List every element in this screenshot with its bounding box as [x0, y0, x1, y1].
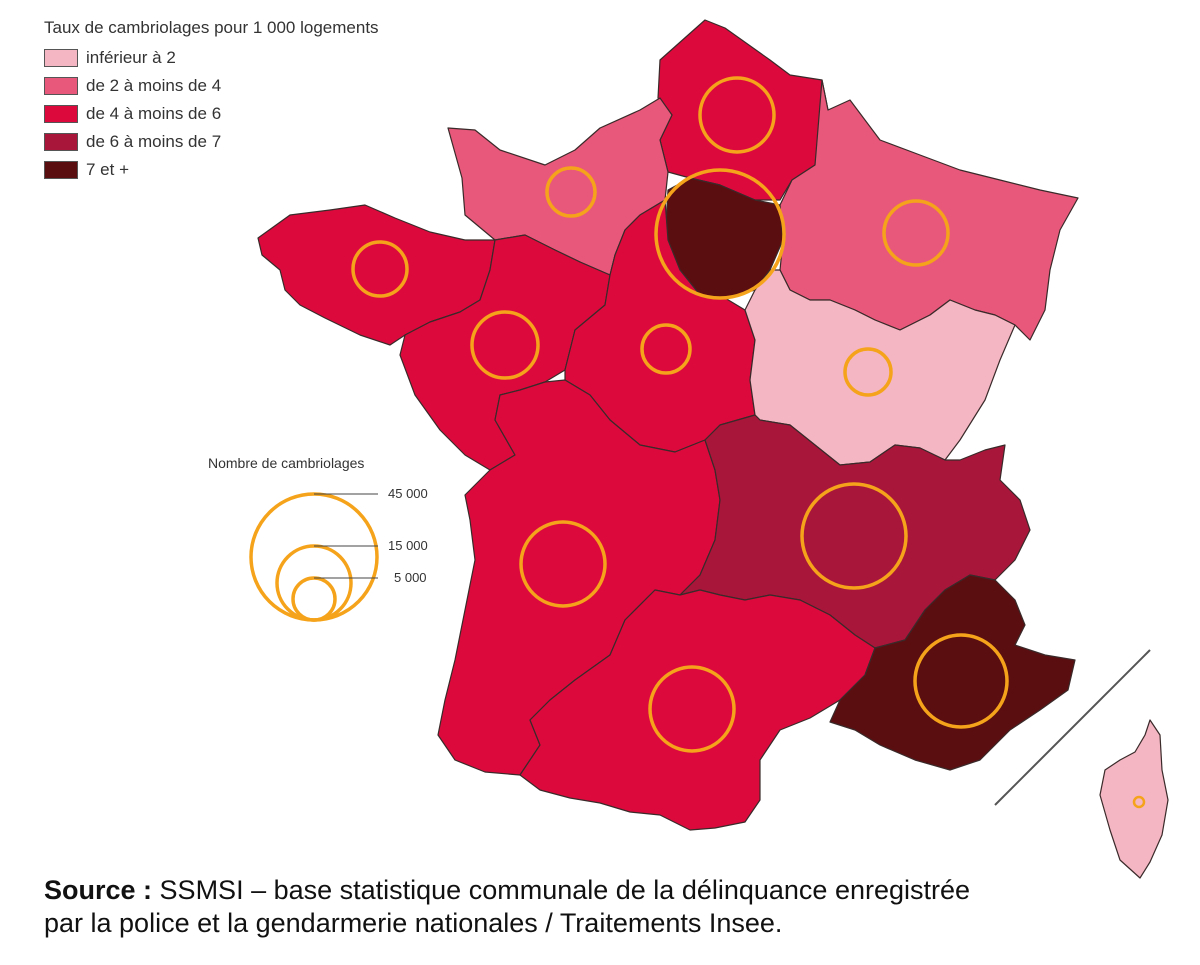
region-circle — [913, 633, 1009, 729]
legend-item: 7 et + — [44, 156, 379, 184]
legend-item: de 2 à moins de 4 — [44, 72, 379, 100]
legend-item: de 4 à moins de 6 — [44, 100, 379, 128]
region-circle — [882, 199, 950, 267]
legend-item: de 6 à moins de 7 — [44, 128, 379, 156]
region-circle — [698, 76, 776, 154]
region-circle — [843, 347, 893, 397]
source-text-line2: par la police et la gendarmerie national… — [44, 908, 783, 938]
region-circle — [654, 168, 786, 300]
legend-circle-medium — [275, 544, 353, 622]
legend-item: inférieur à 2 — [44, 44, 379, 72]
legend-label: de 4 à moins de 6 — [86, 104, 222, 123]
legend-swatch — [44, 49, 78, 67]
legend-swatch — [44, 105, 78, 123]
region-provence-alpes-cote-dazur[interactable] — [829, 574, 1076, 771]
source-text: SSMSI – base statistique communale de la… — [159, 875, 971, 905]
source-note: Source : SSMSI – base statistique commun… — [44, 874, 970, 940]
region-occitanie[interactable] — [519, 589, 876, 831]
legend-circle-label: 5 000 — [394, 570, 427, 585]
legend-swatch — [44, 77, 78, 95]
legend-title: Taux de cambriolages pour 1 000 logement… — [44, 18, 379, 37]
corsica-separator — [994, 649, 1151, 806]
legend-label: de 6 à moins de 7 — [86, 132, 222, 151]
region-circle — [519, 520, 607, 608]
choropleth-legend: Taux de cambriolages pour 1 000 logement… — [44, 18, 379, 184]
legend-circle-label: 45 000 — [388, 486, 428, 501]
source-label: Source : — [44, 875, 153, 905]
circle-size-legend: 45 000 15 000 5 000 — [249, 486, 428, 622]
region-circle — [1132, 795, 1146, 809]
legend-label: 7 et + — [86, 160, 130, 179]
circle-legend-title: Nombre de cambriolages — [208, 455, 365, 471]
legend-swatch — [44, 133, 78, 151]
legend-label: inférieur à 2 — [86, 48, 176, 67]
region-circle — [470, 310, 540, 380]
legend-swatch — [44, 161, 78, 179]
region-circle — [545, 166, 597, 218]
legend-label: de 2 à moins de 4 — [86, 76, 222, 95]
legend-circle-small — [291, 576, 337, 622]
region-circle — [640, 323, 692, 375]
region-circle — [800, 482, 908, 590]
region-circle — [351, 240, 409, 298]
legend-circle-large — [249, 492, 379, 622]
region-circle — [648, 665, 736, 753]
legend-circle-label: 15 000 — [388, 538, 428, 553]
